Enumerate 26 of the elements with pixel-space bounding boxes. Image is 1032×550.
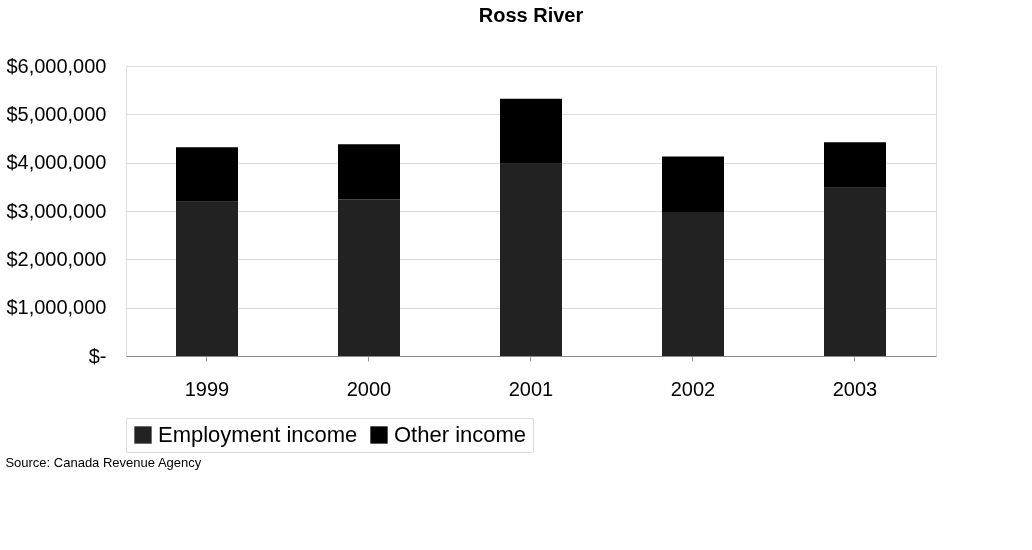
bar [662,156,724,212]
legend-label: Employment income [158,422,358,447]
bar [176,201,238,356]
bar [662,211,724,356]
y-tick-label: $- [88,344,107,367]
y-tick-label: $6,000,000 [6,54,107,77]
bar [824,187,886,356]
bar [824,142,886,188]
y-tick-label: $1,000,000 [6,296,107,319]
chart-title: Ross River [478,4,584,26]
bar [338,199,400,356]
bar [338,144,400,200]
x-tick-label: 1999 [184,377,230,400]
y-tick-label: $5,000,000 [6,102,107,125]
bar [176,147,238,202]
y-tick-label: $4,000,000 [6,151,107,174]
legend-label: Other income [394,422,527,447]
source-note: Source: Canada Revenue Agency [5,454,202,470]
x-tick-label: 2000 [346,377,392,400]
x-tick-label: 2002 [670,377,716,400]
bar [500,163,562,356]
x-tick-label: 2001 [508,377,554,400]
bar [500,98,562,164]
x-tick-label: 2003 [832,377,878,400]
y-tick-label: $3,000,000 [6,199,107,222]
y-tick-label: $2,000,000 [6,247,107,270]
